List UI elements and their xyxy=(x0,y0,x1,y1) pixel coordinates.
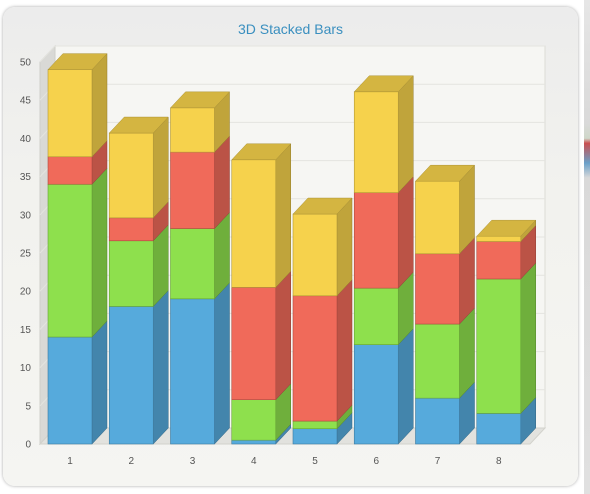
bar-segment xyxy=(353,344,399,445)
bar-segment xyxy=(231,439,277,445)
bar-segment xyxy=(353,192,399,289)
bar-segment-side xyxy=(153,289,169,445)
bar-segment xyxy=(108,306,154,445)
y-tick-label: 50 xyxy=(20,58,32,69)
background-window-edge xyxy=(584,0,590,494)
x-axis-labels: 1 2 3 4 5 6 7 8 xyxy=(67,456,502,467)
bar-segment xyxy=(415,180,460,255)
bar-top xyxy=(231,143,292,161)
bar-segment xyxy=(476,278,522,414)
bar-top xyxy=(353,75,414,93)
bar-segment xyxy=(170,228,215,300)
bar-segment xyxy=(47,156,93,185)
y-tick-label: 20 xyxy=(20,287,32,298)
bar-stack xyxy=(231,143,292,445)
bar-segment xyxy=(47,69,93,158)
bar-top xyxy=(47,53,108,70)
bar-segment-side xyxy=(398,75,414,194)
bar-top xyxy=(414,164,476,182)
bar-segment-side xyxy=(275,143,291,289)
bar-segment-side xyxy=(336,197,353,297)
chart-title: 3D Stacked Bars xyxy=(237,21,344,37)
x-tick-label: 8 xyxy=(496,456,502,467)
x-tick-label: 5 xyxy=(312,456,318,467)
bar-segment xyxy=(476,235,522,242)
bar-segment xyxy=(292,295,338,422)
y-tick-label: 25 xyxy=(20,249,32,260)
bar-segment xyxy=(47,183,93,338)
y-tick-label: 45 xyxy=(20,96,32,107)
bar-top xyxy=(292,197,353,215)
bar-segment-side xyxy=(398,176,414,289)
bar-stack xyxy=(476,219,537,445)
bar-segment xyxy=(353,91,399,193)
bar-segment xyxy=(170,107,215,153)
bar-stack xyxy=(414,164,476,445)
bar-segment xyxy=(108,240,154,307)
bar-segment xyxy=(47,336,93,445)
bar-stack xyxy=(108,116,169,445)
bar-segment-side xyxy=(91,320,108,445)
x-tick-label: 1 xyxy=(67,456,73,467)
bar-stack xyxy=(169,91,231,445)
bar-segment-side xyxy=(153,116,169,219)
bar-segment xyxy=(476,241,522,280)
x-tick-label: 7 xyxy=(435,456,441,467)
bar-segment-side xyxy=(214,282,230,445)
bar-segment xyxy=(415,397,460,445)
bar-segment-side xyxy=(275,270,291,401)
bar-segment-side xyxy=(91,167,108,338)
bar-segment xyxy=(231,287,277,400)
y-tick-label: 30 xyxy=(20,210,32,221)
bar-segment xyxy=(476,413,522,445)
y-tick-label: 5 xyxy=(25,401,31,412)
bar-segment-side xyxy=(520,262,536,415)
bar-top xyxy=(108,116,169,134)
bar-segment xyxy=(231,399,277,441)
y-tick-label: 10 xyxy=(20,363,32,374)
bar-segment xyxy=(415,323,460,399)
bar-segment xyxy=(231,159,277,288)
bar-segment xyxy=(170,151,215,229)
x-tick-label: 4 xyxy=(251,456,257,467)
bar-segment-side xyxy=(398,328,414,445)
x-tick-label: 3 xyxy=(190,456,196,467)
y-tick-label: 15 xyxy=(20,325,32,336)
bar-segment xyxy=(292,213,338,297)
bar-segment xyxy=(292,420,338,430)
bar-top xyxy=(476,219,537,237)
bar-segment xyxy=(415,253,460,325)
bar-stack xyxy=(292,197,353,445)
y-tick-label: 0 xyxy=(25,440,31,451)
y-tick-label: 35 xyxy=(20,172,32,183)
y-tick-label: 40 xyxy=(20,134,32,145)
gridline xyxy=(39,45,545,63)
bar-segment-side xyxy=(91,53,108,158)
y-axis-labels: 0 5 10 15 20 25 30 35 40 45 50 xyxy=(20,58,32,451)
bar-segment xyxy=(292,428,338,445)
bar-segment xyxy=(170,298,215,445)
bar-segment xyxy=(108,217,154,242)
bar-segment xyxy=(108,132,154,219)
bar-stack xyxy=(353,75,414,445)
bar-top xyxy=(169,91,231,109)
bar-stack xyxy=(47,53,108,445)
bar-stacks xyxy=(47,53,537,445)
bar-segment-side xyxy=(336,279,353,422)
x-tick-label: 2 xyxy=(128,456,134,467)
bar-segment xyxy=(353,287,399,345)
x-tick-label: 6 xyxy=(373,456,379,467)
